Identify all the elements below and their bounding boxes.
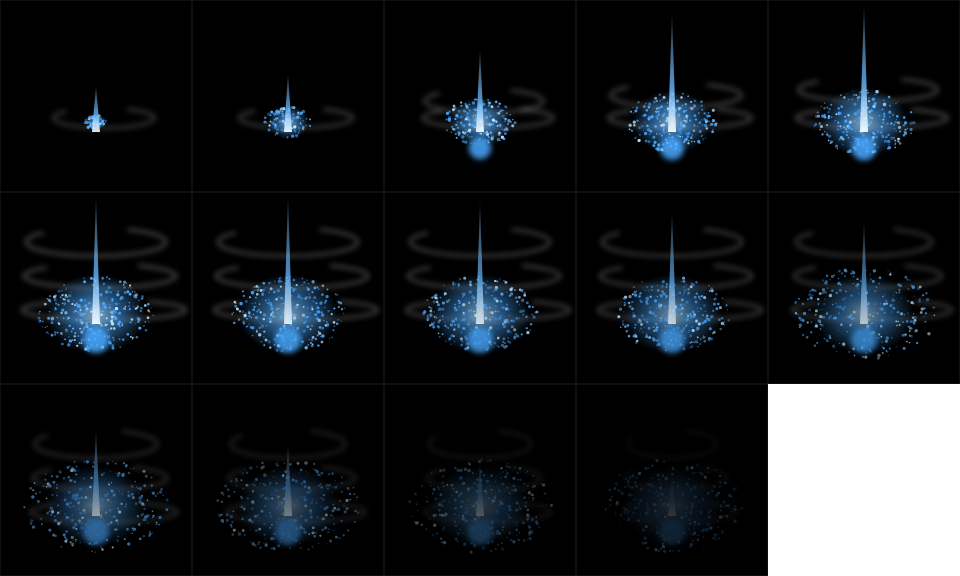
base-orb (83, 519, 109, 545)
light-beam (476, 463, 484, 516)
base-orb (467, 519, 493, 545)
light-beam (668, 478, 676, 516)
effect-frame-4 (576, 0, 768, 192)
effect-frame-12 (192, 384, 384, 576)
light-beam (284, 443, 292, 516)
effect-frame-8 (384, 192, 576, 384)
light-beam (92, 86, 100, 132)
base-orb (659, 327, 685, 353)
base-orb (851, 327, 877, 353)
effect-frame-2 (192, 0, 384, 192)
light-beam (92, 428, 100, 516)
light-beam (476, 201, 484, 324)
base-orb (660, 136, 684, 160)
effect-frame-10 (768, 192, 960, 384)
base-orb (83, 327, 109, 353)
base-orb (467, 327, 493, 353)
swirl-ring (626, 428, 718, 460)
base-orb (468, 136, 492, 160)
base-orb (275, 519, 301, 545)
effect-frame-13 (384, 384, 576, 576)
light-beam (284, 74, 292, 132)
light-beam (860, 221, 868, 324)
base-orb (659, 519, 685, 545)
swirl-ring (427, 428, 533, 460)
light-beam (668, 211, 676, 324)
light-beam (284, 196, 292, 324)
swirl-ring (52, 106, 156, 130)
light-beam (860, 4, 868, 132)
effect-frame-7 (192, 192, 384, 384)
effect-frame-6 (0, 192, 192, 384)
light-beam (92, 196, 100, 324)
base-orb (851, 135, 877, 161)
effect-frame-14 (576, 384, 768, 576)
light-beam (668, 14, 676, 132)
effect-frame-5 (768, 0, 960, 192)
effect-frame-1 (0, 0, 192, 192)
light-beam (476, 49, 484, 132)
base-orb (275, 327, 301, 353)
effect-frame-3 (384, 0, 576, 192)
effect-frame-11 (0, 384, 192, 576)
effect-frame-9 (576, 192, 768, 384)
